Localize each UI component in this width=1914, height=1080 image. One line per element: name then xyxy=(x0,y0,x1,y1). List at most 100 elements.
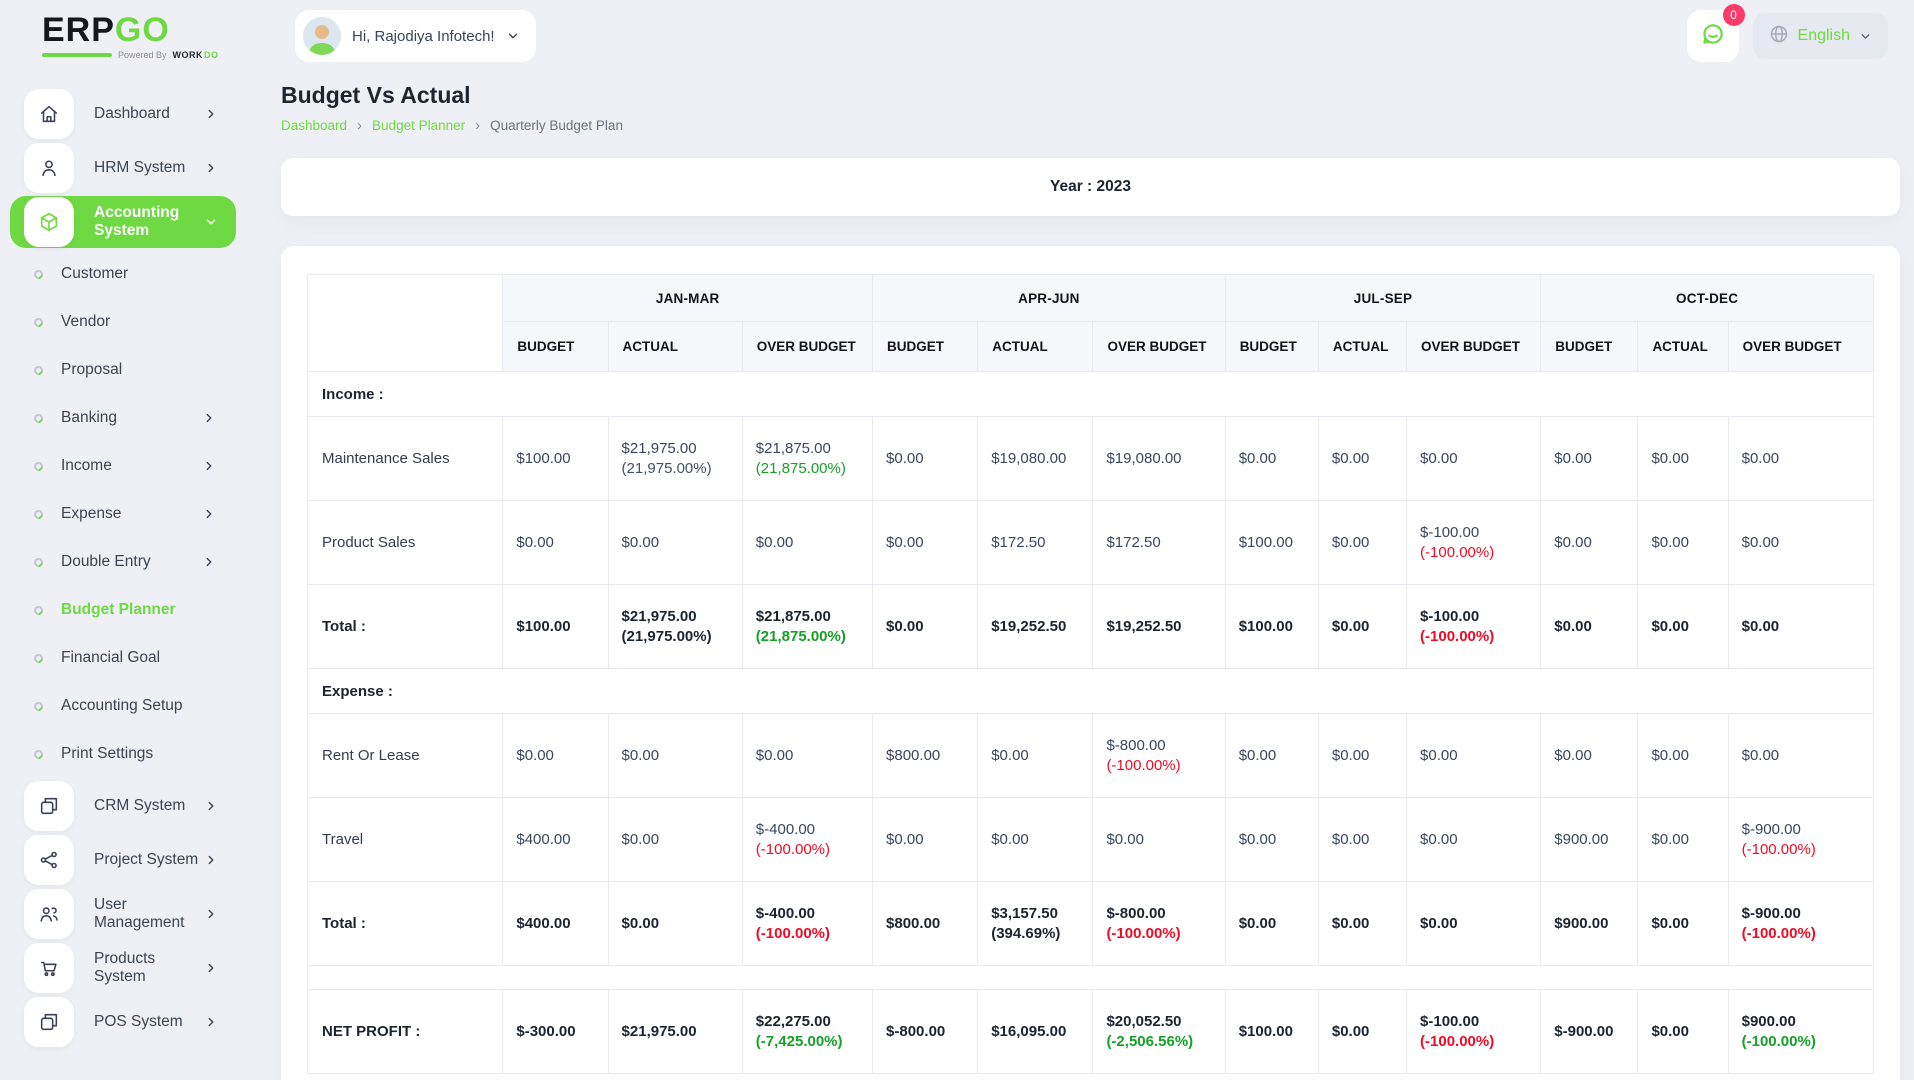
avatar xyxy=(303,17,341,55)
cell-amount: $0.00 xyxy=(1741,534,1780,551)
sidebar-item-user-management[interactable]: User Management xyxy=(10,888,236,940)
language-selector[interactable]: English xyxy=(1752,13,1888,59)
sidebar-item-double-entry[interactable]: Double Entry xyxy=(0,538,246,586)
sidebar-item-print-settings[interactable]: Print Settings xyxy=(0,730,246,778)
column-header-over-budget: OVER BUDGET xyxy=(741,321,874,372)
table-cell: $0.00 xyxy=(872,500,979,585)
bullet-icon xyxy=(32,459,45,473)
messages-button[interactable]: 0 xyxy=(1686,4,1745,62)
sidebar-item-budget-planner[interactable]: Budget Planner xyxy=(0,586,246,634)
table-cell: $0.00 xyxy=(1406,797,1542,882)
table-cell: $0.00 xyxy=(1317,713,1408,798)
column-header-row: BUDGET ACTUAL OVER BUDGET BUDGET ACTUAL OVER … xyxy=(308,321,1875,372)
table-cell: $0.00 xyxy=(1540,500,1639,585)
cell-amount: $100.00 xyxy=(516,618,571,635)
hrm-person-icon xyxy=(24,143,74,193)
table-cell: $0.00 xyxy=(607,797,743,882)
column-header-budget: BUDGET xyxy=(1540,321,1639,372)
sidebar-nav: Dashboard HRM System Accounting System Cust… xyxy=(0,72,246,1080)
cell-amount: $0.00 xyxy=(991,831,1029,848)
column-header-budget: BUDGET xyxy=(872,321,979,372)
chevron-right-icon xyxy=(204,1015,218,1029)
accounting-cube-icon xyxy=(24,197,74,247)
table-cell: $0.00 xyxy=(1224,416,1319,501)
chevron-right-icon xyxy=(204,853,218,867)
table-cell: $0.00 xyxy=(1317,500,1408,585)
breadcrumb-link-budget-planner[interactable]: Budget Planner xyxy=(372,118,466,133)
cell-percent: (-100.00%) xyxy=(1106,757,1181,774)
sidebar-item-accounting-setup[interactable]: Accounting Setup xyxy=(0,682,246,730)
sidebar-item-customer[interactable]: Customer xyxy=(0,250,246,298)
quarter-header-jan-mar: JAN-MAR xyxy=(502,274,874,322)
cell-amount: $0.00 xyxy=(1554,747,1592,764)
row-label: Maintenance Sales xyxy=(306,416,504,501)
cell-amount: $20,052.50 xyxy=(1106,1013,1182,1030)
column-header-actual: ACTUAL xyxy=(607,321,743,372)
column-header-actual: ACTUAL xyxy=(977,321,1094,372)
cell-amount: $0.00 xyxy=(1651,1023,1689,1040)
sidebar-item-income[interactable]: Income xyxy=(0,442,246,490)
sidebar-item-label: Customer xyxy=(61,265,129,282)
table-cell: $-100.00 (-100.00%) xyxy=(1406,989,1542,1074)
table-cell: $0.00 xyxy=(1540,713,1639,798)
sidebar-item-dashboard[interactable]: Dashboard xyxy=(10,88,236,140)
sidebar-item-project-system[interactable]: Project System xyxy=(10,834,236,886)
cell-amount: $0.00 xyxy=(621,915,660,932)
cell-amount: $0.00 xyxy=(1741,747,1780,764)
cell-amount: $19,080.00 xyxy=(1106,450,1182,467)
cell-amount: $0.00 xyxy=(755,534,794,551)
top-bar: ERPGO Powered By WORK DO Hi, Rajodiya In… xyxy=(0,0,1914,72)
table-cell: $100.00 xyxy=(1224,989,1319,1074)
sidebar-item-pos-system[interactable]: POS System xyxy=(10,996,236,1048)
row-label: Travel xyxy=(306,797,504,882)
sidebar-item-expense[interactable]: Expense xyxy=(0,490,246,538)
user-menu-button[interactable]: Hi, Rajodiya Infotech! xyxy=(295,10,536,62)
sidebar-item-label: Expense xyxy=(61,505,122,522)
sidebar-item-banking[interactable]: Banking xyxy=(0,394,246,442)
cell-amount: $-400.00 xyxy=(755,905,816,922)
cell-amount: $0.00 xyxy=(886,618,924,635)
cell-percent: (21,975.00%) xyxy=(621,460,712,477)
quarter-header-row: JAN-MAR APR-JUN JUL-SEP OCT-DEC xyxy=(306,274,1874,372)
sidebar-item-label: POS System xyxy=(94,1013,183,1030)
brand-logo[interactable]: ERPGO Powered By WORK DO xyxy=(0,13,246,60)
table-cell: $3,157.50 (394.69%) xyxy=(977,881,1094,966)
cell-amount: $21,875.00 xyxy=(755,608,831,625)
section-row-income: Income : xyxy=(307,371,1874,417)
table-cell: $0.00 xyxy=(1727,416,1875,501)
table-row-travel: Travel $400.00 $0.00 $-400.00 (-100.00%) $0.0… xyxy=(306,797,1875,882)
corner-header-cell xyxy=(306,274,504,372)
table-cell: $0.00 xyxy=(1092,797,1226,882)
table-cell: $20,052.50 (-2,506.56%) xyxy=(1092,989,1226,1074)
sidebar-item-financial-goal[interactable]: Financial Goal xyxy=(0,634,246,682)
quarter-header-oct-dec: OCT-DEC xyxy=(1540,274,1874,322)
breadcrumb: Dashboard › Budget Planner › Quarterly B… xyxy=(281,117,1900,134)
sidebar-item-accounting-system[interactable]: Accounting System xyxy=(10,196,236,248)
table-cell: $19,252.50 xyxy=(1092,584,1226,669)
table-cell: $0.00 xyxy=(1540,416,1639,501)
table-cell: $0.00 xyxy=(1637,797,1729,882)
table-cell: $21,875.00 (21,875.00%) xyxy=(741,416,874,501)
cell-percent: (-100.00%) xyxy=(1420,628,1495,645)
cell-amount: $0.00 xyxy=(621,831,660,848)
logo-text: ERPGO xyxy=(42,10,170,49)
sidebar-item-hrm-system[interactable]: HRM System xyxy=(10,142,236,194)
sidebar-item-label: Proposal xyxy=(61,361,123,378)
cell-amount: $100.00 xyxy=(1238,1023,1293,1040)
table-cell: $0.00 xyxy=(607,881,743,966)
table-cell: $-800.00 (-100.00%) xyxy=(1092,713,1226,798)
table-row-maintenance-sales: Maintenance Sales $100.00 $21,975.00 (21,97… xyxy=(306,416,1875,501)
cell-amount: $0.00 xyxy=(516,534,554,551)
sidebar-item-crm-system[interactable]: CRM System xyxy=(10,780,236,832)
breadcrumb-link-dashboard[interactable]: Dashboard xyxy=(281,118,348,133)
sidebar-item-vendor[interactable]: Vendor xyxy=(0,298,246,346)
table-cell: $0.00 xyxy=(607,500,743,585)
sidebar-item-products-system[interactable]: Products System xyxy=(10,942,236,994)
sidebar-item-proposal[interactable]: Proposal xyxy=(0,346,246,394)
user-greeting: Hi, Rajodiya Infotech! xyxy=(352,27,495,45)
cell-amount: $0.00 xyxy=(621,747,660,764)
cell-amount: $0.00 xyxy=(1106,831,1144,848)
cell-amount: $0.00 xyxy=(1238,915,1277,932)
row-label: Total : xyxy=(306,584,504,669)
table-cell: $19,080.00 xyxy=(977,416,1094,501)
